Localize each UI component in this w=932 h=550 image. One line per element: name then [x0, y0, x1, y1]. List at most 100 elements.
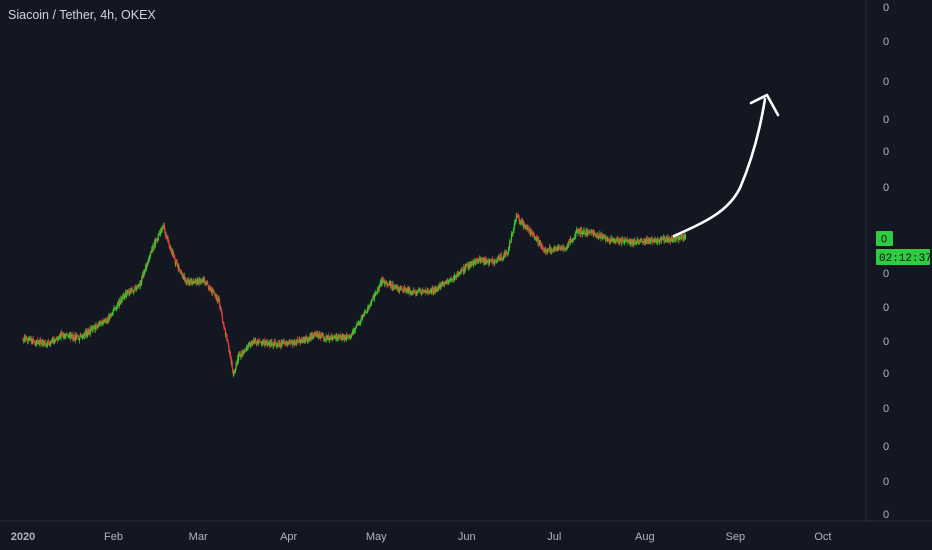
candle-body	[657, 238, 659, 241]
price-tick-label: 0	[883, 476, 889, 488]
candle-body	[400, 287, 402, 288]
candle-body	[539, 242, 541, 245]
candle-body	[425, 289, 427, 293]
candle-body	[443, 283, 445, 285]
candle-body	[630, 239, 632, 245]
candle-body	[109, 314, 111, 320]
candle-body	[281, 341, 283, 343]
candle-body	[180, 271, 182, 274]
candle-body	[652, 238, 654, 243]
candle-body	[524, 226, 526, 228]
candle-body	[466, 265, 468, 267]
candle-body	[40, 341, 43, 344]
candle-body	[447, 282, 449, 284]
candle-body	[472, 263, 475, 265]
candle-body	[680, 235, 682, 239]
candle-body	[606, 238, 608, 241]
price-tick-label: 0	[883, 114, 889, 126]
candle-body	[416, 291, 418, 295]
candle-body	[297, 339, 299, 341]
candle-body	[580, 229, 582, 235]
candle-body	[315, 333, 317, 335]
candle-body	[348, 335, 351, 336]
candle-body	[29, 338, 31, 341]
candle-body	[124, 295, 126, 298]
candle-body	[617, 238, 620, 243]
candle-body	[95, 324, 97, 326]
candle-body	[190, 281, 192, 282]
candle-body	[432, 287, 434, 293]
candle-body	[73, 334, 75, 338]
candle-body	[376, 291, 378, 295]
candle-body	[642, 242, 644, 243]
candle-body	[600, 234, 602, 239]
candle-body	[235, 368, 237, 371]
candle-body	[368, 305, 370, 309]
candle-body	[582, 231, 585, 233]
candle-body	[378, 287, 380, 291]
candle-body	[646, 238, 648, 242]
candle-body	[244, 349, 246, 353]
annotation-arrow-head[interactable]	[749, 93, 780, 117]
candle-body	[210, 288, 212, 292]
candle-body	[250, 343, 252, 346]
candle-body	[390, 283, 392, 287]
candle-body	[660, 239, 662, 241]
candle-body	[41, 343, 43, 345]
candle-body	[614, 241, 616, 243]
candle-body	[420, 293, 422, 295]
candle-body	[476, 259, 478, 262]
price-tick-label: 0	[883, 403, 889, 415]
annotation-arrow-shaft[interactable]	[672, 97, 767, 238]
candle-body	[538, 239, 540, 245]
candle-body	[421, 291, 423, 293]
candle-body	[25, 336, 27, 338]
candle-body	[417, 289, 420, 293]
candle-body	[77, 336, 80, 340]
candle-body	[664, 238, 666, 241]
candle-body	[540, 242, 542, 246]
candle-body	[70, 335, 72, 339]
candle-body	[218, 297, 220, 300]
candle-body	[229, 351, 231, 358]
candle-body	[163, 226, 166, 231]
candle-body	[384, 283, 387, 284]
symbol-legend[interactable]: Siacoin / Tether, 4h, OKEX	[8, 8, 156, 22]
candle-body	[47, 341, 49, 343]
candle-body	[163, 225, 165, 227]
candle-body	[677, 240, 680, 241]
candle-body	[395, 287, 397, 289]
candle-body	[223, 324, 225, 327]
price-scale[interactable]: 0 0 0 0 0 0 0 0 0 0 0 0 0 0	[883, 2, 889, 521]
candle-body	[522, 220, 524, 224]
candle-body	[354, 328, 356, 331]
candle-body	[46, 342, 48, 346]
candle-body	[507, 246, 510, 252]
candle-body	[337, 338, 339, 341]
candle-body	[654, 238, 657, 240]
candle-body	[475, 259, 477, 262]
price-tick-label: 0	[883, 509, 889, 521]
candle-body	[223, 326, 226, 329]
candle-body	[377, 287, 379, 290]
candle-body	[471, 261, 474, 263]
candle-body	[569, 238, 571, 244]
candle-body	[93, 326, 95, 329]
candle-body	[461, 269, 463, 270]
candle-body	[639, 241, 641, 243]
candle-body	[419, 288, 422, 294]
candle-body	[409, 291, 411, 294]
candle-body	[532, 234, 534, 236]
candle-body	[266, 340, 268, 346]
candle-body	[555, 248, 557, 250]
candle-body	[194, 280, 196, 282]
candle-body	[148, 256, 151, 260]
candle-body	[135, 286, 137, 290]
time-scale[interactable]: 2020 Feb Mar Apr May Jun Jul Aug Sep Oct	[11, 531, 832, 543]
candle-body	[531, 232, 534, 235]
candle-body	[134, 285, 136, 291]
candle-body	[178, 266, 180, 271]
candle-body	[387, 283, 389, 285]
candle-body	[446, 280, 448, 282]
